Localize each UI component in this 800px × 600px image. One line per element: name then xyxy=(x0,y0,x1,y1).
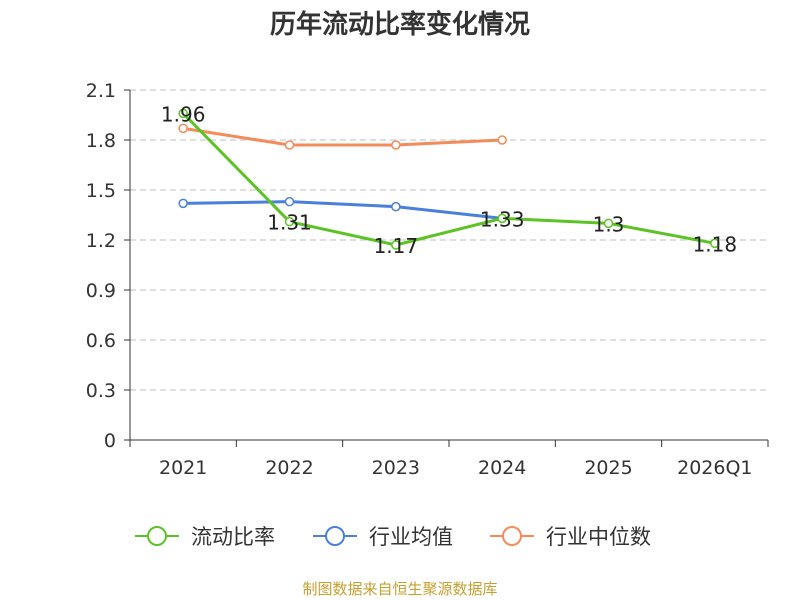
legend-label: 行业均值 xyxy=(369,525,453,549)
data-labels: 1.96 1.31 1.17 1.33 1.3 1.18 xyxy=(161,102,737,258)
source-note: 制图数据来自恒生聚源数据库 xyxy=(302,580,498,598)
x-tick-label: 2025 xyxy=(584,457,632,479)
y-tick-label: 1.5 xyxy=(86,180,116,202)
data-label: 1.96 xyxy=(161,102,206,126)
x-tick-label: 2021 xyxy=(159,457,207,479)
data-point xyxy=(284,196,295,207)
series-line xyxy=(183,200,503,220)
legend-marker xyxy=(325,526,345,546)
data-label: 1.17 xyxy=(374,234,419,258)
data-point xyxy=(603,218,614,229)
y-tick-label: 0.3 xyxy=(86,380,116,402)
y-tick-label: 0.6 xyxy=(86,330,116,352)
x-tick-label: 2024 xyxy=(478,457,526,479)
y-tick-label: 1.2 xyxy=(86,230,116,252)
data-point xyxy=(497,135,507,145)
legend: 流动比率 行业均值 行业中位数 xyxy=(135,525,651,549)
series xyxy=(178,108,720,250)
series-line xyxy=(182,126,503,147)
data-point xyxy=(284,140,295,150)
y-tick-label: 1.8 xyxy=(86,130,116,152)
data-point xyxy=(284,216,295,227)
legend-marker xyxy=(502,526,522,546)
data-label: 1.3 xyxy=(593,212,625,236)
x-tick-label: 2023 xyxy=(372,457,420,479)
data-point xyxy=(391,201,401,212)
data-point xyxy=(391,240,401,250)
data-point xyxy=(710,238,720,249)
y-tick-label: 0.9 xyxy=(86,280,116,302)
data-point xyxy=(178,198,188,209)
y-tick-label: 2.1 xyxy=(86,80,116,102)
x-tick-label: 2022 xyxy=(265,457,313,479)
data-point xyxy=(178,123,188,134)
axes: 0 0.3 0.6 0.9 1.2 1.5 1.8 2.1 2021 2022 2023 2024 20… xyxy=(86,80,769,479)
chart-title: 历年流动比率变化情况 xyxy=(269,10,530,40)
data-label: 1.18 xyxy=(693,232,738,256)
data-point xyxy=(391,140,401,150)
y-tick-label: 0 xyxy=(104,430,116,452)
data-label: 1.31 xyxy=(267,211,312,235)
data-point xyxy=(178,108,188,119)
legend-label: 行业中位数 xyxy=(546,525,651,549)
data-point xyxy=(497,213,507,224)
grid-lines xyxy=(130,89,768,391)
data-label: 1.33 xyxy=(480,207,525,231)
series-line xyxy=(182,112,716,247)
legend-marker xyxy=(147,526,167,546)
legend-label: 流动比率 xyxy=(191,525,275,549)
x-tick-label: 2026Q1 xyxy=(677,457,752,479)
